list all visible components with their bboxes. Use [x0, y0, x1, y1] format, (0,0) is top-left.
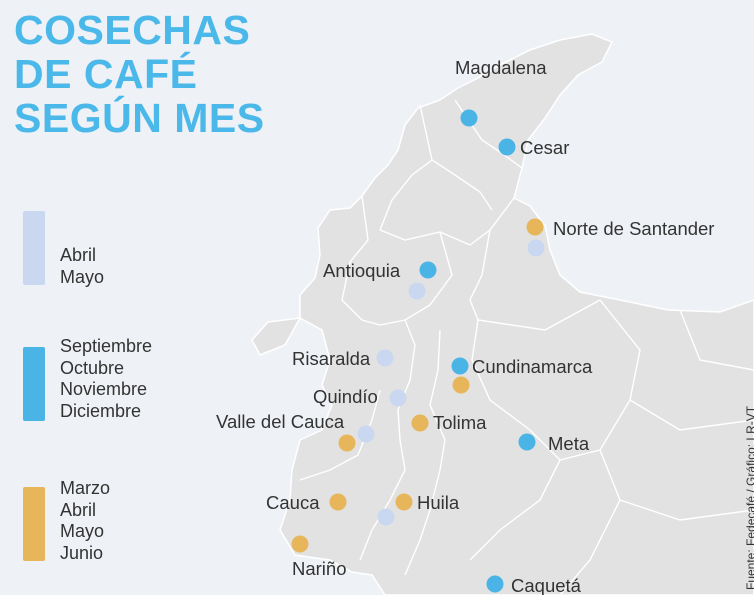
harvest-dot-tolima [411, 414, 429, 432]
label-quindio: Quindío [313, 386, 378, 407]
harvest-dot-valle-del-cauca-1 [357, 425, 375, 443]
legend-months-light: Abril Mayo [60, 245, 104, 288]
label-risaralda: Risaralda [292, 348, 371, 369]
legend-month: Mayo [60, 521, 105, 541]
country-shape [279, 33, 754, 595]
harvest-dot-cesar [498, 138, 516, 156]
legend-month: Noviembre [60, 379, 148, 399]
border-line [379, 159, 433, 231]
label-norte-de-santander: Norte de Santander [553, 218, 714, 239]
department-borders [299, 99, 754, 595]
border-line [359, 439, 406, 561]
harvest-dot-quindio [389, 389, 407, 407]
harvest-dot-meta [518, 433, 536, 451]
legend-month: Septiembre [60, 336, 153, 356]
border-line [469, 459, 561, 561]
border-line [559, 449, 601, 461]
label-narino: Nariño [292, 558, 347, 579]
label-antioquia: Antioquia [323, 260, 401, 281]
border-line [379, 231, 453, 326]
harvest-dot-huila-2 [377, 508, 395, 526]
legend-months-orange: Marzo Abril Mayo Junio [60, 478, 110, 564]
harvest-dot-antioquia-1 [419, 261, 437, 279]
label-valle-del-cauca: Valle del Cauca [216, 411, 345, 432]
border-line [419, 104, 493, 211]
harvest-dot-magdalena [460, 109, 478, 127]
title-line-1: COSECHAS [14, 7, 251, 53]
border-line [471, 319, 561, 461]
label-tolima: Tolima [433, 412, 487, 433]
harvest-dot-cauca [329, 493, 347, 511]
harvest-dot-cundinamarca-2 [452, 376, 470, 394]
source-credit: Fuente: Fedecafé / Gráfico: LR-VT [744, 405, 754, 590]
label-magdalena: Magdalena [455, 57, 547, 78]
label-cauca: Cauca [266, 492, 320, 513]
legend-month: Junio [60, 542, 104, 563]
border-line [379, 197, 515, 246]
border-line [341, 195, 381, 326]
harvest-dot-caqueta [486, 575, 504, 593]
page-title: COSECHAS DE CAFÉ SEGÚN MES [14, 8, 265, 140]
border-line [299, 389, 381, 481]
border-line [679, 309, 754, 371]
neighbor-shape [251, 317, 302, 356]
label-caqueta: Caquetá [511, 575, 582, 595]
legend-month: Abril [60, 245, 97, 265]
border-line [559, 499, 621, 595]
legend-swatch-light [23, 211, 45, 285]
harvest-dot-huila-1 [395, 493, 413, 511]
border-line [397, 319, 416, 441]
legend-month: Abril [60, 499, 97, 520]
legend-month: Marzo [60, 478, 111, 498]
harvest-dot-cundinamarca-1 [451, 357, 469, 375]
harvest-dot-norte-de-santander-2 [527, 239, 545, 257]
border-line [404, 469, 441, 576]
legend-months-blue: Septiembre Octubre Noviembre Diciembre [60, 336, 152, 422]
label-cundinamarca: Cundinamarca [472, 356, 593, 377]
map-land [251, 33, 754, 595]
title-line-3: SEGÚN MES [14, 95, 265, 141]
legend-month: Mayo [60, 266, 105, 287]
legend-month: Octubre [60, 357, 125, 378]
label-huila: Huila [417, 492, 460, 513]
harvest-dot-narino [291, 535, 309, 553]
harvest-dot-valle-del-cauca-2 [338, 434, 356, 452]
label-cesar: Cesar [520, 137, 569, 158]
border-line [469, 229, 601, 331]
harvest-dot-norte-de-santander-1 [526, 218, 544, 236]
harvest-dot-risaralda [376, 349, 394, 367]
title-line-2: DE CAFÉ [14, 51, 198, 97]
legend-month: Diciembre [60, 400, 142, 421]
label-meta: Meta [548, 433, 590, 454]
harvest-markers [291, 109, 545, 593]
legend-swatch-blue [23, 347, 45, 421]
legend-swatch-orange [23, 487, 45, 561]
harvest-dot-antioquia-2 [408, 282, 426, 300]
department-labels: Magdalena Cesar Norte de Santander Antio… [216, 57, 714, 595]
border-line [429, 329, 446, 471]
